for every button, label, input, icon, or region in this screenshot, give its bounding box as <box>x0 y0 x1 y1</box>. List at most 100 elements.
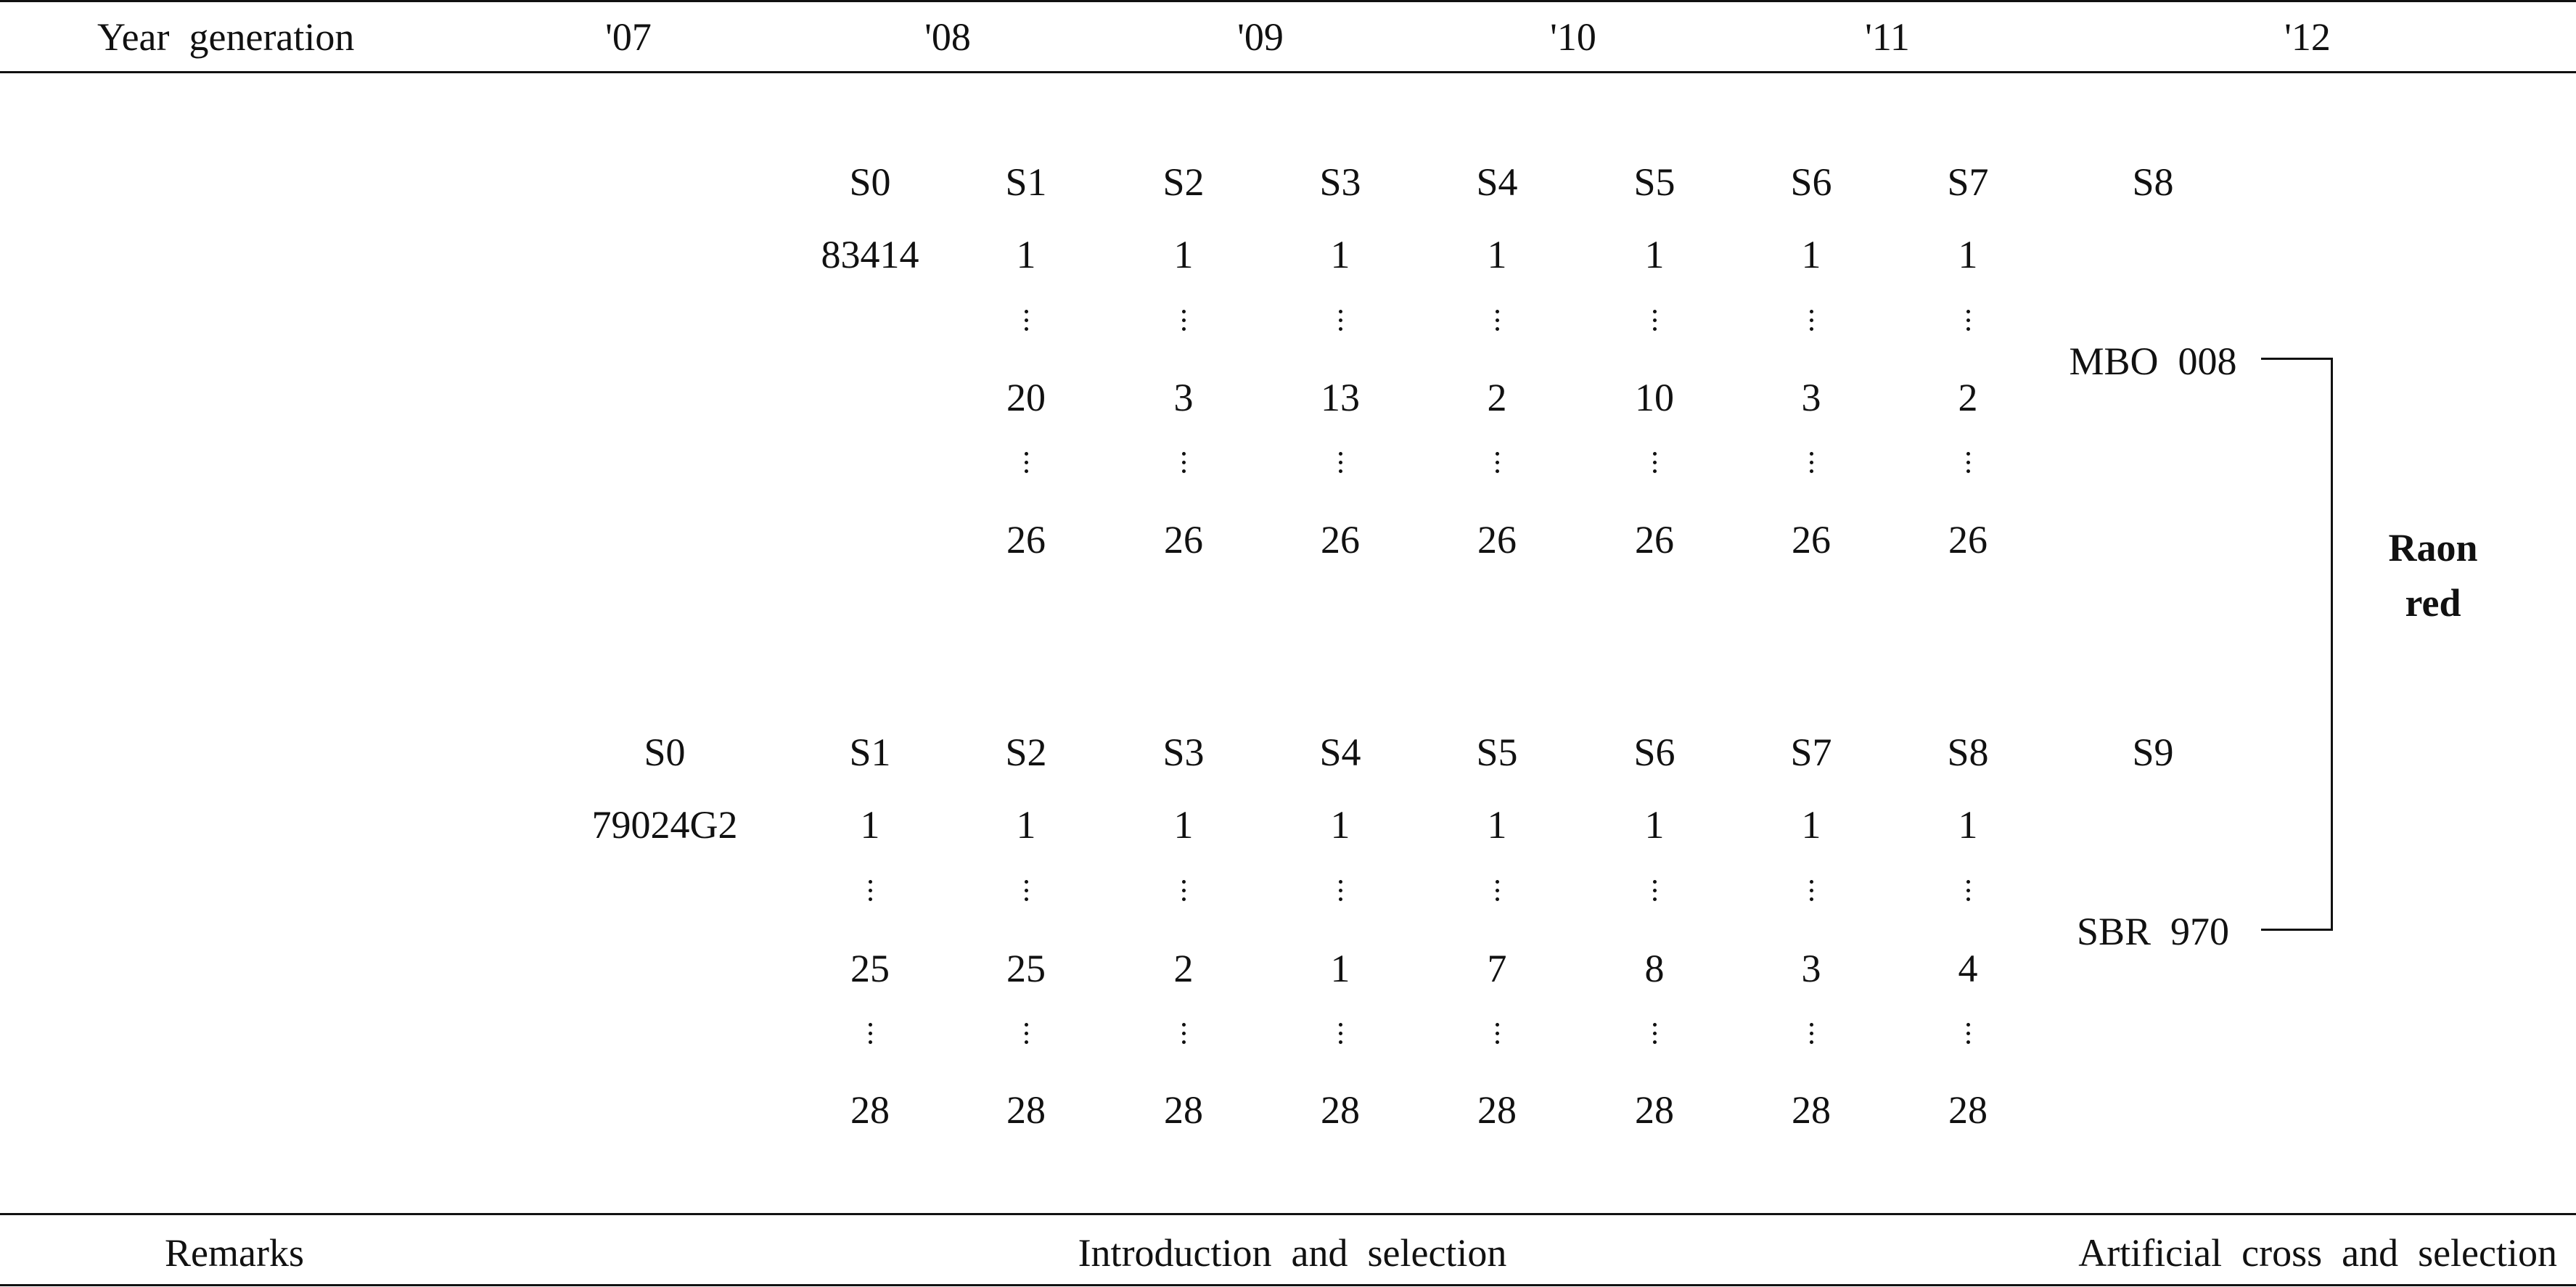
year-09: '09 <box>1237 15 1284 59</box>
artificial-cross-label: Artificial cross and selection <box>2078 1231 2557 1275</box>
line-number: 26 <box>1006 518 1046 562</box>
parent-line-name: SBR 970 <box>2076 910 2230 953</box>
selected-line-number: 25 <box>850 947 890 990</box>
selected-line-number: 3 <box>1801 947 1821 990</box>
vertical-ellipsis-icon <box>1652 310 1657 331</box>
bottom-rule <box>0 1284 2576 1286</box>
selected-line-number: 2 <box>1958 376 1978 419</box>
gen-label: S9 <box>2132 731 2174 774</box>
vertical-ellipsis-icon <box>1024 1023 1028 1044</box>
selected-line-number: 2 <box>1487 376 1507 419</box>
vertical-ellipsis-icon <box>1966 452 1970 473</box>
introduction-selection-label: Introduction and selection <box>1078 1231 1507 1275</box>
vertical-ellipsis-icon <box>1024 452 1028 473</box>
vertical-ellipsis-icon <box>1966 880 1970 901</box>
remarks-label: Remarks <box>165 1231 304 1275</box>
line-number: 1 <box>1173 233 1194 276</box>
line-number: 1 <box>1801 803 1821 847</box>
bracket-bottom-arm <box>2261 929 2333 931</box>
line-number: 1 <box>1958 233 1978 276</box>
origin-accession: 83414 <box>821 233 919 276</box>
vertical-ellipsis-icon <box>1495 880 1499 901</box>
gen-label: S3 <box>1162 731 1205 774</box>
vertical-ellipsis-icon <box>1181 880 1186 901</box>
vertical-ellipsis-icon <box>1652 452 1657 473</box>
vertical-ellipsis-icon <box>1024 310 1028 331</box>
gen-label: S0 <box>644 731 686 774</box>
selected-line-number: 3 <box>1801 376 1821 419</box>
cultivar-name-line1: Raon <box>2388 526 2478 570</box>
line-number: 1 <box>1016 233 1036 276</box>
gen-label: S4 <box>1319 731 1361 774</box>
vertical-ellipsis-icon <box>868 1023 872 1044</box>
line-number: 1 <box>1644 803 1665 847</box>
vertical-ellipsis-icon <box>1495 310 1499 331</box>
line-number: 1 <box>1330 233 1350 276</box>
top-rule <box>0 0 2576 2</box>
year-11: '11 <box>1865 15 1910 59</box>
gen-label: S5 <box>1633 160 1675 204</box>
gen-label: S3 <box>1319 160 1361 204</box>
gen-label: S1 <box>849 731 891 774</box>
parent-line-name: MBO 008 <box>2069 340 2237 383</box>
vertical-ellipsis-icon <box>1966 1023 1970 1044</box>
line-number: 1 <box>1644 233 1665 276</box>
line-number: 26 <box>1321 518 1360 562</box>
line-number: 26 <box>1792 518 1831 562</box>
year-08: '08 <box>924 15 971 59</box>
line-number: 28 <box>1006 1088 1046 1132</box>
gen-label: S8 <box>1947 731 1989 774</box>
line-number: 1 <box>1801 233 1821 276</box>
year-10: '10 <box>1550 15 1596 59</box>
vertical-ellipsis-icon <box>1809 452 1813 473</box>
selected-line-number: 1 <box>1330 947 1350 990</box>
selected-line-number: 10 <box>1635 376 1674 419</box>
vertical-ellipsis-icon <box>1181 1023 1186 1044</box>
vertical-ellipsis-icon <box>868 880 872 901</box>
gen-label: S7 <box>1947 160 1989 204</box>
header-rule <box>0 71 2576 73</box>
gen-label: S2 <box>1162 160 1205 204</box>
vertical-ellipsis-icon <box>1809 310 1813 331</box>
line-number: 28 <box>1948 1088 1988 1132</box>
origin-accession: 79024G2 <box>591 803 738 847</box>
line-number: 26 <box>1164 518 1203 562</box>
line-number: 26 <box>1477 518 1517 562</box>
line-number: 1 <box>1173 803 1194 847</box>
vertical-ellipsis-icon <box>1652 1023 1657 1044</box>
vertical-ellipsis-icon <box>1181 452 1186 473</box>
line-number: 1 <box>1016 803 1036 847</box>
gen-label: S0 <box>849 160 891 204</box>
line-number: 26 <box>1948 518 1988 562</box>
gen-label: S1 <box>1005 160 1047 204</box>
year-07: '07 <box>605 15 652 59</box>
year-12: '12 <box>2284 15 2331 59</box>
gen-label: S8 <box>2132 160 2174 204</box>
line-number: 28 <box>850 1088 890 1132</box>
line-number: 28 <box>1792 1088 1831 1132</box>
gen-label: S4 <box>1476 160 1518 204</box>
line-number: 28 <box>1321 1088 1360 1132</box>
year-generation-label: Year generation <box>97 15 355 59</box>
selected-line-number: 20 <box>1006 376 1046 419</box>
footer-top-rule <box>0 1213 2576 1215</box>
vertical-ellipsis-icon <box>1809 1023 1813 1044</box>
gen-label: S6 <box>1790 160 1832 204</box>
vertical-ellipsis-icon <box>1024 880 1028 901</box>
bracket-spine <box>2331 358 2333 931</box>
vertical-ellipsis-icon <box>1338 1023 1342 1044</box>
vertical-ellipsis-icon <box>1966 310 1970 331</box>
gen-label: S5 <box>1476 731 1518 774</box>
selected-line-number: 8 <box>1644 947 1665 990</box>
line-number: 26 <box>1635 518 1674 562</box>
selected-line-number: 25 <box>1006 947 1046 990</box>
line-number: 1 <box>1958 803 1978 847</box>
gen-label: S7 <box>1790 731 1832 774</box>
gen-label: S2 <box>1005 731 1047 774</box>
vertical-ellipsis-icon <box>1652 880 1657 901</box>
selected-line-number: 2 <box>1173 947 1194 990</box>
line-number: 28 <box>1477 1088 1517 1132</box>
bracket-top-arm <box>2261 358 2333 360</box>
line-number: 1 <box>1487 233 1507 276</box>
line-number: 1 <box>860 803 880 847</box>
